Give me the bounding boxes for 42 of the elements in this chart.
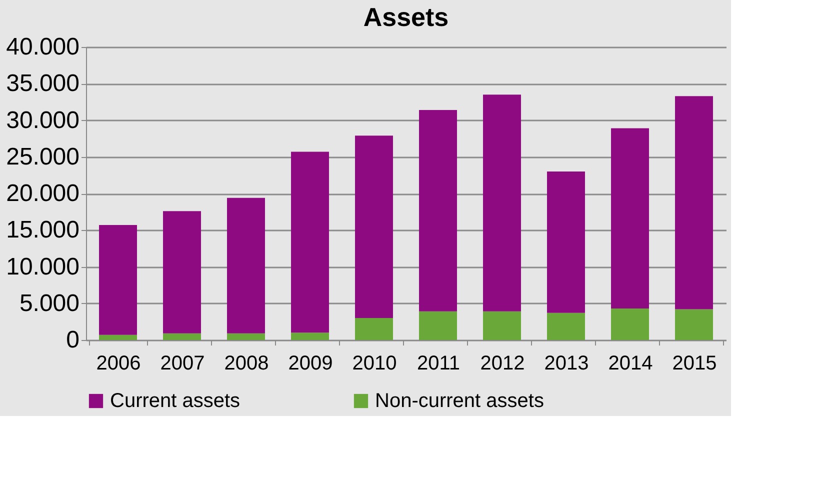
x-tick-label: 2013: [544, 352, 589, 374]
bar: [483, 311, 521, 340]
bar: [163, 333, 201, 340]
bar: [419, 110, 457, 312]
y-tick-label: 20.000: [6, 180, 80, 207]
bar: [99, 334, 137, 340]
y-tick-label: 10.000: [6, 253, 80, 280]
x-tick-label: 2014: [608, 352, 653, 374]
bar: [163, 211, 201, 334]
x-tick-label: 2007: [160, 352, 205, 374]
y-tick-label: 35.000: [6, 70, 80, 98]
bar: [547, 172, 585, 313]
bar: [611, 128, 649, 309]
x-tick-label: 2010: [352, 352, 397, 374]
bar: [227, 333, 265, 340]
x-tick-label: 2006: [96, 352, 141, 374]
bar: [355, 136, 393, 318]
x-tick-label: 2012: [480, 352, 525, 374]
bar: [99, 224, 137, 335]
y-tick-label: 0: [66, 326, 80, 354]
x-tick-label: 2008: [224, 352, 269, 374]
x-tick-label: 2015: [672, 352, 717, 374]
bar: [675, 309, 713, 340]
bar: [291, 152, 329, 333]
bar: [611, 308, 649, 340]
bar: [547, 312, 585, 340]
y-tick-label: 25.000: [6, 143, 80, 170]
chart-title: Assets: [363, 2, 449, 32]
bar: [291, 332, 329, 340]
y-tick-label: 5.000: [19, 290, 80, 317]
y-tick-label: 15.000: [6, 216, 80, 244]
legend-label: Non-current assets: [375, 390, 544, 412]
legend-label: Current assets: [110, 390, 240, 412]
bar: [227, 198, 265, 334]
bar: [419, 311, 457, 340]
bar: [675, 96, 713, 310]
x-tick-label: 2009: [288, 352, 333, 374]
y-tick-label: 40.000: [6, 34, 80, 60]
x-tick-label: 2011: [416, 352, 460, 374]
y-tick-label: 30.000: [6, 106, 80, 134]
bar: [355, 318, 393, 340]
bar: [483, 94, 521, 312]
